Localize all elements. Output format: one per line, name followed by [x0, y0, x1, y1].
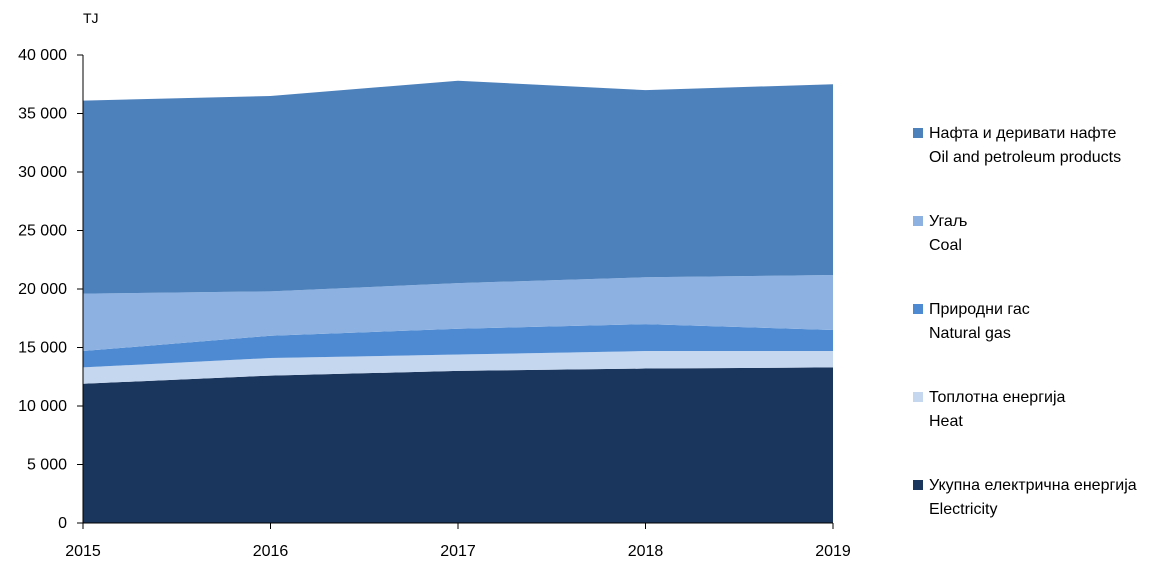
legend-swatch	[913, 480, 923, 490]
area-series-3	[83, 274, 833, 352]
y-tick-label: 30 000	[18, 164, 67, 181]
legend-swatch	[913, 216, 923, 226]
area-series-group	[83, 80, 833, 523]
area-series-1	[83, 351, 833, 384]
y-tick-label: 35 000	[18, 106, 67, 123]
x-tick-label: 2016	[253, 543, 289, 560]
legend-label: Угаљ	[929, 213, 967, 230]
legend-label: Укупна електрична енергија	[929, 477, 1137, 494]
legend-label-en: Electricity	[929, 501, 997, 518]
y-tick-label: 20 000	[18, 281, 67, 298]
y-tick-label: 15 000	[18, 340, 67, 357]
legend: Нафта и деривати нафте Oil and petroleum …	[913, 125, 1137, 518]
x-tick-label: 2018	[628, 543, 664, 560]
legend-label-en: Coal	[929, 237, 962, 254]
legend-swatch	[913, 392, 923, 402]
legend-label: Природни гас	[929, 301, 1030, 318]
legend-label-en: Oil and petroleum products	[929, 149, 1121, 166]
y-tick-label: 10 000	[18, 398, 67, 415]
x-tick-label: 2017	[440, 543, 476, 560]
y-tick-label: 0	[58, 515, 67, 532]
y-tick-label: 5 000	[27, 457, 67, 474]
y-tick-label: 25 000	[18, 223, 67, 240]
area-series-4	[83, 80, 833, 294]
y-tick-label: 40 000	[18, 47, 67, 64]
x-tick-label: 2019	[815, 543, 851, 560]
y-axis-unit-label: TJ	[83, 10, 99, 26]
area-series-0	[83, 367, 833, 523]
legend-label: Топлотна енергија	[929, 389, 1066, 406]
x-tick-label: 2015	[65, 543, 101, 560]
legend-label-en: Natural gas	[929, 325, 1011, 342]
legend-label-en: Heat	[929, 413, 963, 430]
legend-swatch	[913, 128, 923, 138]
legend-swatch	[913, 304, 923, 314]
axes: 0 5 000 10 000 15 000 20 000 25 000 30 000 35 0…	[18, 47, 851, 560]
area-series-2	[83, 324, 833, 368]
legend-label: Нафта и деривати нафте	[929, 125, 1116, 142]
